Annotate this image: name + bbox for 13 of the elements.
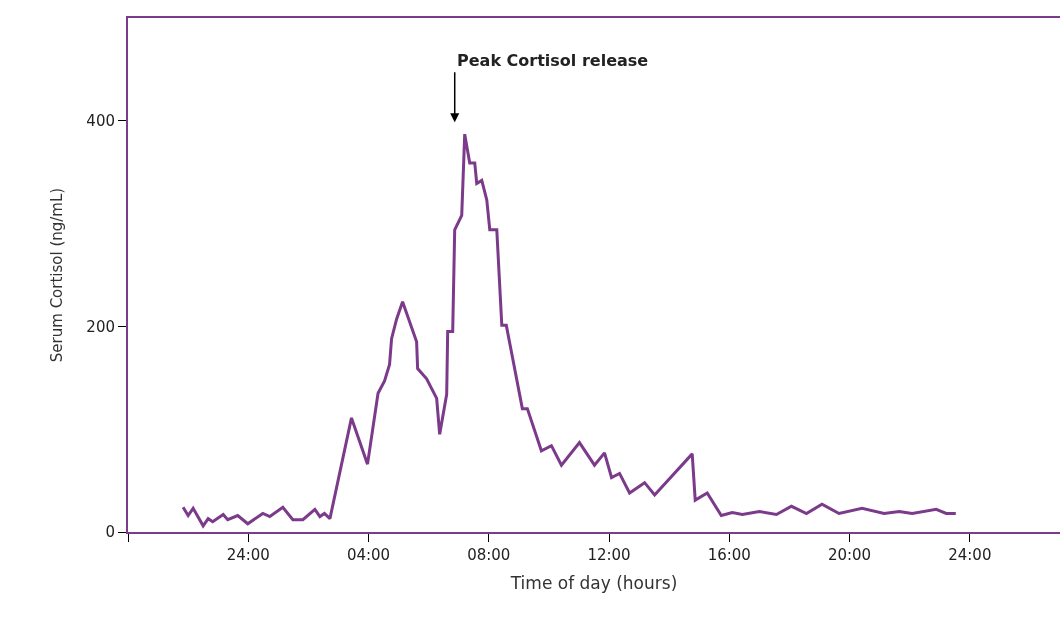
y-tick-label: 0 [105,523,115,542]
x-tick-label: 24:00 [226,546,270,564]
x-axis-title: Time of day (hours) [509,572,678,593]
y-tick-label: 400 [86,112,115,131]
y-axis-title: Serum Cortisol (ng/mL) [48,187,67,363]
x-tick-label: 04:00 [346,546,391,564]
x-tick-label: 16:00 [707,546,751,564]
x-tick-label: 08:00 [467,546,511,564]
y-tick-label: 200 [86,317,115,336]
x-tick-label: 24:00 [948,546,992,564]
annotation: Peak Cortisol release [457,51,649,70]
x-tick-label: 20:00 [827,546,872,564]
x-tick-label: 12:00 [587,546,631,564]
